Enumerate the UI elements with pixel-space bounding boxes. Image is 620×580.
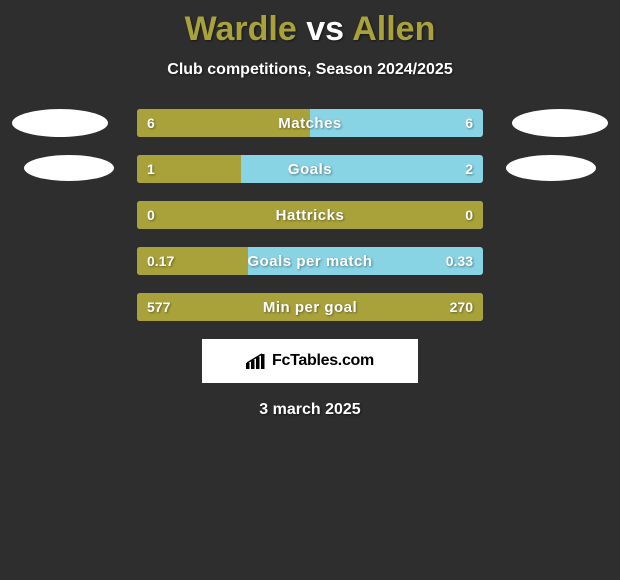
left-ellipse-1	[12, 109, 108, 137]
bar-row: 577270Min per goal	[137, 293, 483, 321]
title-vs: vs	[306, 10, 344, 48]
brand-box: FcTables.com	[202, 339, 418, 383]
bar-label: Matches	[137, 109, 483, 137]
bar-row: 12Goals	[137, 155, 483, 183]
bar-label: Min per goal	[137, 293, 483, 321]
title-left-name: Wardle	[185, 10, 297, 48]
bar-row: 0.170.33Goals per match	[137, 247, 483, 275]
bar-chart-icon	[246, 353, 266, 369]
title-right-name: Allen	[352, 10, 435, 48]
subtitle: Club competitions, Season 2024/2025	[0, 61, 620, 79]
bars-container: 66Matches 12Goals 00Hattricks 0.170.33Goals…	[0, 109, 620, 321]
bar-label: Goals per match	[137, 247, 483, 275]
right-ellipse-1	[512, 109, 608, 137]
bar-label: Goals	[137, 155, 483, 183]
brand-text: FcTables.com	[272, 352, 374, 370]
date-text: 3 march 2025	[0, 401, 620, 419]
bar-row: 00Hattricks	[137, 201, 483, 229]
comparison-title: Wardle vs Allen	[0, 0, 620, 49]
left-ellipse-2	[24, 155, 114, 181]
bar-row: 66Matches	[137, 109, 483, 137]
bars-list: 66Matches 12Goals 00Hattricks 0.170.33Goals…	[0, 109, 620, 321]
bar-label: Hattricks	[137, 201, 483, 229]
right-ellipse-2	[506, 155, 596, 181]
